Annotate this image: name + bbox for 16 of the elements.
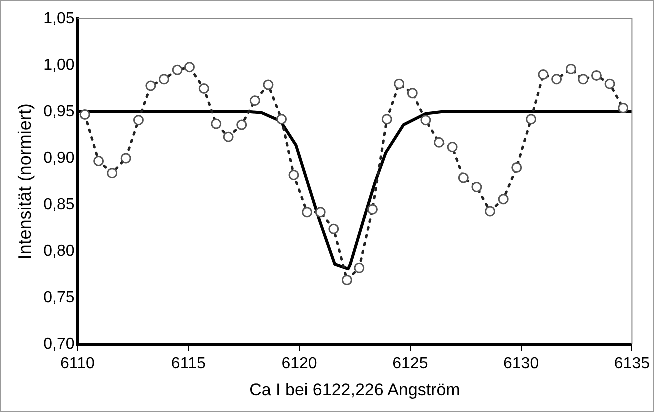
- x-tick-label: 6130: [504, 355, 540, 372]
- y-axis-title: Intensität (normiert): [14, 104, 35, 260]
- x-axis-title: Ca I bei 6122,226 Angström: [250, 380, 460, 400]
- y-tick-label: 1,05: [44, 10, 75, 28]
- y-tick-label: 0,75: [44, 289, 75, 306]
- y-tick-label: 0,70: [44, 336, 75, 353]
- y-tick-label: 0,80: [44, 242, 75, 260]
- x-tick-label: 6135: [614, 355, 650, 372]
- y-tick-label: 0,95: [44, 103, 75, 120]
- y-tick-label: 0,85: [44, 196, 75, 214]
- x-tick-label: 6125: [392, 355, 428, 372]
- x-tick-label: 6120: [282, 355, 318, 372]
- x-tick-label: 6110: [60, 355, 96, 372]
- x-tick-label: 6115: [171, 355, 206, 372]
- y-tick-label: 1,00: [44, 56, 75, 74]
- y-tick-label: 0,90: [44, 150, 75, 167]
